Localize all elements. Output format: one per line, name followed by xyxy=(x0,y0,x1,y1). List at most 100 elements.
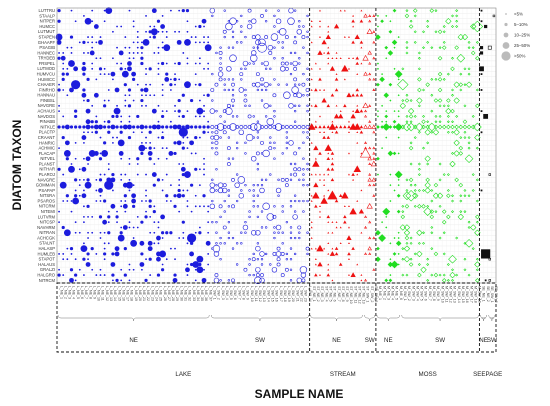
data-point xyxy=(442,252,446,256)
data-point xyxy=(209,182,216,188)
data-point xyxy=(409,120,413,124)
data-point xyxy=(239,72,244,77)
data-point xyxy=(136,114,140,119)
sample-label: L_SW_13 xyxy=(262,286,266,302)
data-point xyxy=(284,35,289,39)
data-point xyxy=(223,83,226,86)
data-point xyxy=(252,115,255,118)
data-point xyxy=(475,55,480,61)
data-point xyxy=(95,178,98,181)
data-point xyxy=(289,279,293,282)
data-point xyxy=(430,130,434,134)
data-point xyxy=(144,125,148,129)
data-point xyxy=(450,124,455,130)
data-point xyxy=(203,115,205,118)
data-point xyxy=(322,125,326,129)
data-point xyxy=(252,252,255,256)
data-point xyxy=(69,35,74,39)
data-point xyxy=(262,202,270,211)
data-point xyxy=(168,151,174,156)
sample-label: M_SW_13 xyxy=(453,286,457,303)
data-point xyxy=(368,77,372,81)
data-point xyxy=(455,19,459,23)
data-point xyxy=(293,104,297,108)
data-point xyxy=(285,146,289,150)
data-point xyxy=(210,135,215,140)
data-point xyxy=(123,247,127,251)
data-point xyxy=(161,110,164,113)
data-point xyxy=(66,258,69,261)
data-point xyxy=(235,173,239,176)
data-point xyxy=(231,82,235,87)
data-point xyxy=(231,46,235,49)
data-point xyxy=(116,62,118,65)
data-point xyxy=(248,263,251,266)
data-point xyxy=(417,167,421,171)
data-point xyxy=(292,214,298,220)
data-point xyxy=(136,36,139,38)
data-point xyxy=(323,178,326,181)
data-point xyxy=(331,131,334,133)
data-point xyxy=(244,67,247,71)
data-point xyxy=(301,82,306,87)
data-point xyxy=(314,258,317,260)
data-point xyxy=(119,231,123,235)
data-point xyxy=(157,120,160,123)
data-point xyxy=(293,51,297,55)
data-point xyxy=(161,189,164,192)
data-point xyxy=(420,266,427,273)
data-point xyxy=(375,229,381,236)
data-point xyxy=(98,215,103,219)
data-point xyxy=(140,61,144,66)
data-point xyxy=(343,36,346,38)
data-point xyxy=(260,183,264,187)
data-point xyxy=(123,273,127,277)
data-point xyxy=(387,261,394,268)
data-point xyxy=(229,17,237,25)
data-point xyxy=(376,156,380,161)
data-point xyxy=(74,273,78,277)
data-point xyxy=(70,210,73,213)
data-point xyxy=(182,52,185,54)
sample-label: M_NE_6 xyxy=(399,286,403,300)
data-point xyxy=(351,19,355,23)
data-point xyxy=(105,7,113,15)
data-point xyxy=(314,103,318,108)
data-point xyxy=(441,209,447,214)
data-point xyxy=(226,103,231,108)
data-point xyxy=(405,46,409,50)
data-point xyxy=(433,98,439,103)
data-point xyxy=(69,268,74,272)
data-point xyxy=(306,231,309,234)
data-point xyxy=(148,257,152,261)
sample-label: L_SW_20 xyxy=(291,286,295,302)
data-point xyxy=(156,124,161,130)
data-point xyxy=(83,15,85,17)
data-point xyxy=(244,35,247,39)
data-point xyxy=(157,226,160,229)
data-point xyxy=(127,66,132,72)
data-point xyxy=(289,268,293,271)
sample-label: L_NE_7 xyxy=(84,286,88,299)
data-point xyxy=(275,18,282,24)
data-point xyxy=(433,124,439,130)
data-point xyxy=(327,242,330,245)
data-point xyxy=(202,130,206,134)
data-point xyxy=(437,55,443,61)
section-label: MOSS xyxy=(419,371,437,378)
data-point xyxy=(260,88,264,92)
data-point xyxy=(95,253,98,255)
data-point xyxy=(387,50,394,56)
data-point xyxy=(223,88,226,92)
data-point xyxy=(310,194,313,197)
data-point xyxy=(306,199,309,203)
data-point xyxy=(433,182,439,188)
data-point xyxy=(251,50,257,56)
data-point xyxy=(231,104,235,108)
data-point xyxy=(467,141,471,145)
data-point xyxy=(256,205,260,208)
data-point xyxy=(434,9,438,13)
data-point xyxy=(206,93,210,97)
data-point xyxy=(347,131,350,133)
data-point xyxy=(145,189,147,192)
